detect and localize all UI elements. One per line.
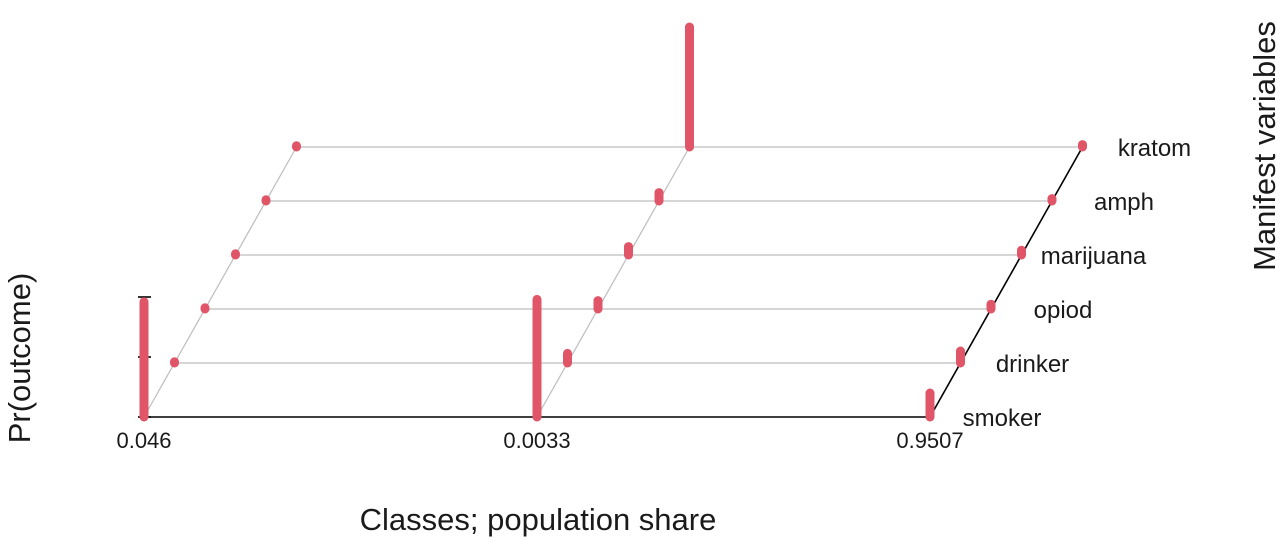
z-axis-title: Manifest variables [1247, 21, 1280, 271]
x-axis-title: Classes; population share [360, 502, 717, 537]
depth-grid-line [143, 146, 298, 418]
class-label: 0.0033 [503, 428, 570, 453]
variable-label: amph [1094, 189, 1154, 216]
grid-layer [143, 146, 1084, 418]
variable-label: opiod [1034, 297, 1093, 324]
variable-label: marijuana [1041, 243, 1147, 270]
class-label: 0.046 [116, 428, 171, 453]
variable-label: smoker [963, 405, 1042, 432]
variable-label: drinker [996, 351, 1069, 378]
class-label: 0.9507 [896, 428, 963, 453]
depth-grid-line [536, 146, 691, 418]
bar-layer [139, 22, 1087, 422]
variable-label: kratom [1118, 135, 1191, 162]
y-axis-title: Pr(outcome) [2, 273, 37, 444]
depth-axis-line [929, 146, 1084, 418]
